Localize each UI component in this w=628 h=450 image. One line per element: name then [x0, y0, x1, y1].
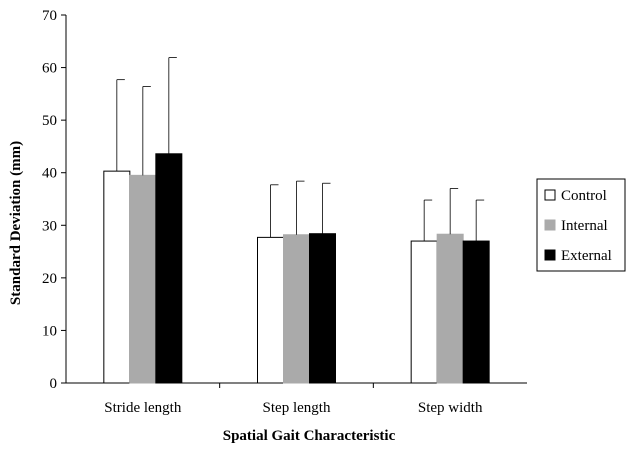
bar-external-0 [155, 153, 183, 384]
y-axis-title: Standard Deviation (mm) [8, 141, 24, 305]
bar-internal-0 [129, 174, 157, 384]
legend: Control Internal External [536, 178, 626, 272]
y-tick-label: 10 [42, 323, 57, 339]
x-axis-title: Spatial Gait Characteristic [223, 428, 396, 444]
y-tick-label: 0 [50, 376, 58, 392]
x-axis: Stride length Step length Step width [66, 382, 527, 416]
legend-label-internal: Internal [561, 218, 608, 234]
bar-internal-1 [283, 234, 310, 384]
x-category-label: Stride length [104, 400, 182, 416]
legend-label-control: Control [561, 188, 607, 204]
y-tick-label: 40 [42, 166, 57, 182]
y-tick-label: 50 [42, 113, 57, 129]
legend-label-external: External [561, 248, 612, 264]
bar-control-2 [410, 240, 438, 384]
y-tick-label: 20 [42, 271, 57, 287]
bar-external-2 [462, 240, 490, 384]
legend-swatch-external [544, 249, 556, 261]
bar-external-1 [309, 233, 336, 384]
legend-swatch-control [544, 189, 556, 201]
bar-control-1 [257, 236, 284, 384]
y-tick-label: 30 [42, 218, 57, 234]
legend-swatch-internal [544, 219, 556, 231]
x-category-label: Step width [418, 400, 483, 416]
bars [103, 57, 490, 384]
bar-control-0 [103, 170, 131, 384]
y-axis: 0 10 20 30 40 50 60 70 [42, 8, 67, 392]
bar-internal-2 [436, 233, 464, 384]
y-tick-label: 70 [42, 8, 57, 24]
y-tick-label: 60 [42, 61, 57, 77]
x-category-label: Step length [263, 400, 331, 416]
